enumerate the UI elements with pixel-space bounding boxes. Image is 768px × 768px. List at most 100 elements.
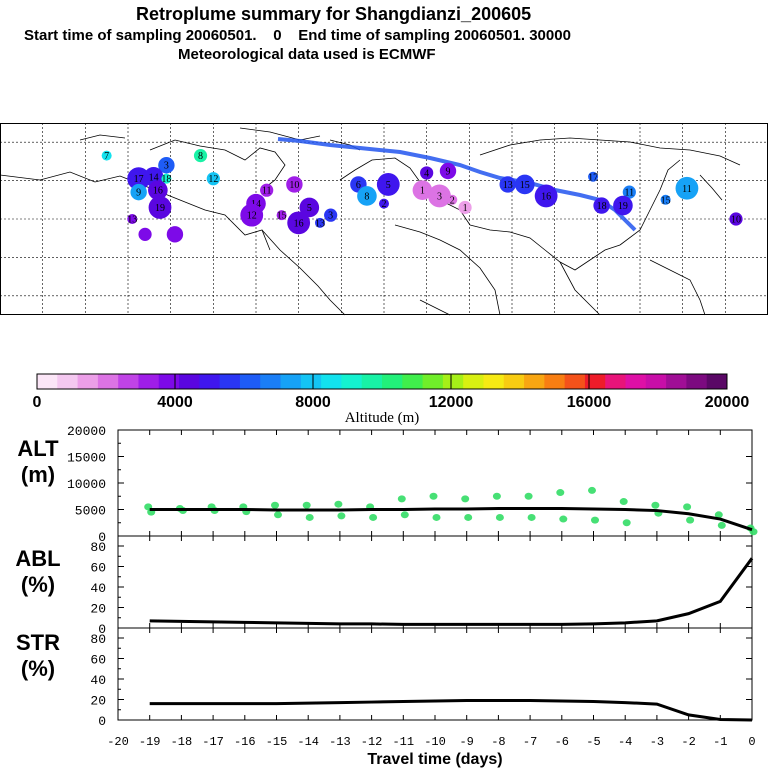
cluster-label: 15 — [661, 195, 671, 206]
cluster-circle — [660, 194, 671, 205]
scatter-point — [400, 511, 409, 519]
colorbar-segment — [564, 374, 586, 389]
cluster-marker: 17 — [127, 167, 151, 191]
cluster-circle — [166, 226, 184, 243]
y-tick-label: 20 — [90, 602, 106, 617]
x-tick-label: -18 — [171, 735, 193, 749]
cluster-marker: 19 — [148, 196, 172, 219]
scatter-point — [714, 511, 723, 519]
y-tick-label: 80 — [90, 632, 106, 647]
cluster-marker: 2 — [447, 194, 458, 206]
colorbar-segment — [544, 374, 566, 389]
scatter-point — [305, 513, 314, 521]
cluster-label: 13 — [127, 215, 137, 226]
colorbar-segment — [158, 374, 180, 389]
cluster-marker: 9 — [130, 183, 147, 201]
panel-ylabel-name: ALT — [17, 436, 59, 461]
scatter-point — [556, 489, 565, 497]
coastline — [479, 137, 741, 166]
y-tick-label: 60 — [90, 653, 106, 668]
y-tick-label: 0 — [98, 622, 106, 637]
cluster-circle — [412, 180, 433, 200]
panel-alt: 0 5000 10000 15000 20000 ALT(m) — [17, 424, 758, 545]
cluster-label: 2 — [450, 195, 455, 206]
cluster-label: 8 — [198, 151, 203, 162]
cluster-marker: 2 — [379, 198, 389, 210]
cluster-label: 10 — [289, 180, 299, 191]
colorbar-segment — [503, 374, 525, 389]
cluster-label: 4 — [424, 168, 429, 179]
coastline — [649, 259, 706, 316]
scatter-point — [337, 512, 346, 520]
colorbar-tick-label: 12000 — [429, 394, 474, 411]
cluster-label: 9 — [136, 188, 141, 199]
cluster-marker: 8 — [193, 149, 208, 163]
y-tick-label: 20000 — [67, 424, 106, 439]
scatter-point — [464, 513, 473, 521]
colorbar-segment — [321, 374, 342, 389]
x-tick-label: -15 — [266, 735, 288, 749]
cluster-circle — [148, 180, 168, 200]
colorbar-segment — [300, 374, 322, 389]
colorbar-segment — [442, 374, 464, 389]
series-line — [149, 699, 753, 722]
cluster-label: 6 — [356, 180, 361, 191]
colorbar-segment — [605, 374, 627, 389]
colorbar-segment — [706, 374, 728, 389]
cluster-label: 3 — [328, 211, 333, 222]
cluster-circle — [447, 194, 458, 205]
colorbar-segment — [645, 374, 667, 389]
cluster-circle — [675, 176, 699, 200]
cluster-marker: 13 — [499, 176, 516, 193]
cluster-marker: 16 — [534, 184, 558, 208]
cluster-circle — [161, 173, 172, 184]
cluster-circle — [357, 186, 377, 206]
scatter-point — [717, 521, 726, 529]
colorbar-segment — [37, 374, 58, 389]
x-tick-label: -7 — [523, 735, 537, 749]
x-tick-label: -12 — [361, 735, 383, 749]
cluster-label: 11 — [682, 184, 692, 195]
series-line — [149, 557, 754, 626]
x-tick-label: -10 — [424, 735, 446, 749]
scatter-point — [432, 513, 441, 521]
x-tick-label: 0 — [748, 735, 755, 749]
colorbar-tick-label: 20000 — [705, 394, 750, 411]
colorbar-segment — [219, 374, 241, 389]
x-tick-label: -1 — [713, 735, 727, 749]
cluster-circle — [420, 166, 434, 180]
cluster-marker: 1 — [412, 180, 433, 200]
scatter-point — [619, 498, 628, 506]
cluster-label: 10 — [731, 215, 741, 226]
y-tick-label: 60 — [90, 561, 106, 576]
cluster-label: 19 — [618, 201, 628, 212]
x-tick-label: -19 — [139, 735, 161, 749]
panel-ylabel-unit: (%) — [21, 572, 55, 597]
colorbar-tick-label: 16000 — [567, 394, 612, 411]
cluster-circle — [148, 196, 172, 219]
coastline — [619, 159, 681, 246]
cluster-circle — [515, 174, 535, 195]
colorbar-tick-label: 4000 — [157, 394, 193, 411]
colorbar-segment — [666, 374, 687, 389]
panel-str: 0 20 40 60 80 STR(%) — [16, 627, 753, 729]
panel-ylabel-name: STR — [16, 630, 60, 655]
scatter-point — [492, 492, 501, 500]
coastline — [419, 299, 451, 316]
y-tick-label: 0 — [98, 530, 106, 545]
colorbar-segment — [483, 374, 505, 389]
x-tick-label: -17 — [202, 735, 224, 749]
scatter-point — [683, 503, 692, 511]
colorbar-segment — [686, 374, 708, 389]
coastline — [79, 134, 126, 141]
panel-abl: 0 20 40 60 80 ABL(%) — [15, 535, 754, 637]
cluster-circle — [240, 203, 264, 227]
cluster-marker: 12 — [206, 172, 220, 186]
colorbar-segment — [402, 374, 424, 389]
colorbar-segment — [524, 374, 545, 389]
colorbar-segment — [118, 374, 139, 389]
cluster-marker: 15 — [660, 194, 671, 206]
coastline — [699, 174, 723, 201]
y-tick-label: 40 — [90, 673, 106, 688]
map-panel: 7831417181291619131412151110516133685249… — [0, 123, 768, 316]
